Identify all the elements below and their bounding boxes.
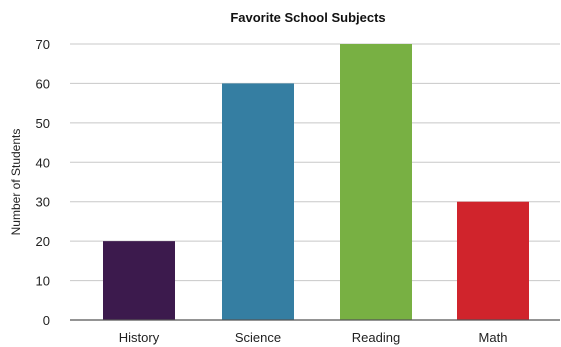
x-tick-label: Science bbox=[235, 330, 281, 345]
y-tick-label: 20 bbox=[36, 234, 50, 249]
bar-reading bbox=[340, 44, 412, 320]
bar-science bbox=[222, 83, 294, 320]
bars bbox=[103, 44, 529, 320]
y-tick-label: 50 bbox=[36, 116, 50, 131]
bar-math bbox=[457, 201, 529, 320]
y-axis-title: Number of Students bbox=[9, 129, 23, 236]
x-axis-labels: History Science Reading Math bbox=[119, 330, 508, 345]
y-tick-label: 60 bbox=[36, 76, 50, 91]
y-tick-label: 30 bbox=[36, 195, 50, 210]
x-tick-label: Reading bbox=[352, 330, 400, 345]
y-tick-label: 0 bbox=[43, 313, 50, 328]
x-tick-label: History bbox=[119, 330, 160, 345]
y-tick-label: 40 bbox=[36, 155, 50, 170]
bar-history bbox=[103, 241, 175, 320]
chart-title: Favorite School Subjects bbox=[230, 10, 385, 25]
y-tick-label: 10 bbox=[36, 274, 50, 289]
y-axis-ticks: 0 10 20 30 40 50 60 70 bbox=[36, 37, 50, 328]
x-tick-label: Math bbox=[479, 330, 508, 345]
y-tick-label: 70 bbox=[36, 37, 50, 52]
